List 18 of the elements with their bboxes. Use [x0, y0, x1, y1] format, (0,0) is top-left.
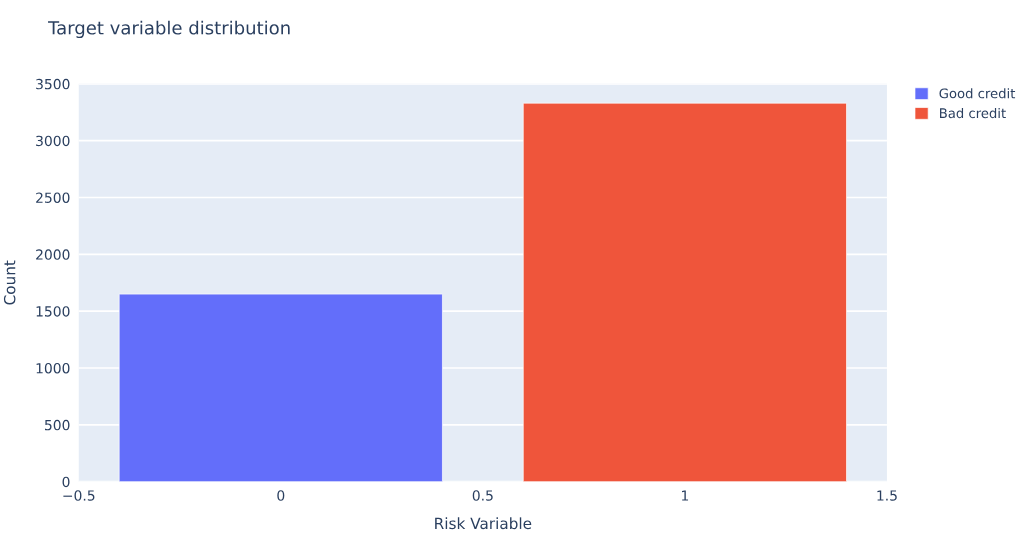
- y-tick-label: 2000: [36, 249, 70, 260]
- x-tick-label: 0: [277, 490, 285, 501]
- x-axis-title: Risk Variable: [435, 517, 532, 530]
- x-tick-label: 1.5: [877, 490, 897, 501]
- legend-label: Bad credit: [940, 107, 1006, 119]
- y-axis-title: Count: [3, 260, 16, 305]
- x-tick-label: −0.5: [63, 490, 95, 501]
- chart-title: Target variable distribution: [48, 20, 290, 39]
- x-tick-label: 1: [682, 490, 689, 501]
- y-tick-label: 500: [45, 419, 70, 431]
- y-tick-label: 2500: [36, 192, 70, 203]
- y-tick-label: 3500: [36, 78, 70, 90]
- y-tick-label: 1500: [36, 306, 70, 317]
- y-tick-label: 0: [62, 476, 70, 488]
- y-tick-label: 1000: [36, 362, 70, 374]
- y-tick-label: 3000: [36, 135, 70, 147]
- x-tick-label: 0.5: [472, 490, 493, 501]
- legend-label: Good credit: [939, 88, 1016, 99]
